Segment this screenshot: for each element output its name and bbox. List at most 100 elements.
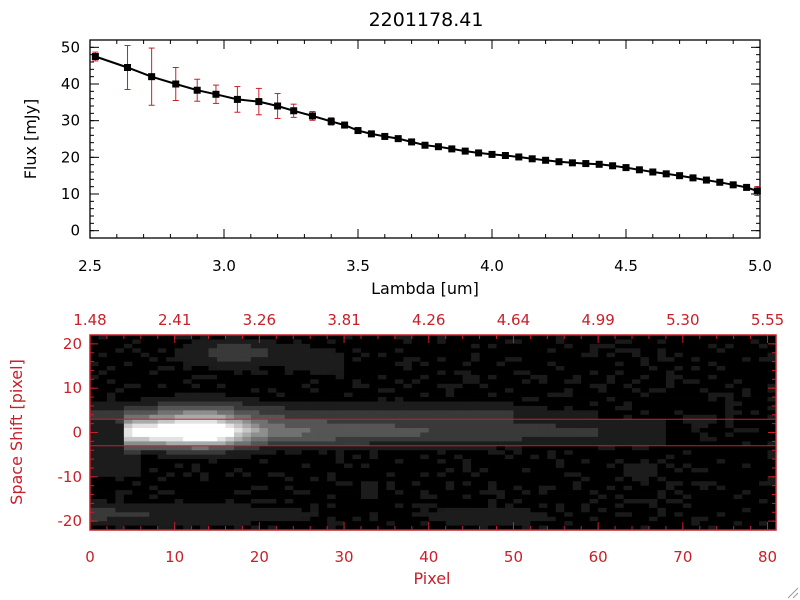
image-cell bbox=[394, 441, 404, 447]
image-cell bbox=[267, 339, 277, 345]
image-cell bbox=[411, 428, 421, 433]
image-cell bbox=[623, 388, 633, 394]
image-cell bbox=[327, 459, 337, 464]
image-cell bbox=[547, 410, 557, 416]
image-cell bbox=[699, 361, 709, 367]
image-cell bbox=[471, 490, 480, 495]
image-cell bbox=[310, 352, 320, 358]
image-cell bbox=[521, 525, 531, 531]
image-cell bbox=[369, 481, 379, 487]
image-cell bbox=[640, 357, 650, 362]
image-cell bbox=[640, 343, 650, 349]
resize-grip-icon[interactable] bbox=[787, 587, 799, 599]
image-cell bbox=[242, 516, 252, 522]
image-cell bbox=[420, 454, 430, 460]
image-cell bbox=[217, 472, 226, 478]
image-cell bbox=[166, 490, 176, 495]
image-cell bbox=[479, 494, 489, 500]
image-cell bbox=[437, 498, 447, 504]
image-cell bbox=[750, 525, 760, 531]
image-cell bbox=[200, 401, 209, 407]
image-cell bbox=[284, 467, 294, 473]
image-cell bbox=[200, 388, 209, 394]
image-cell bbox=[335, 454, 345, 460]
image-cell bbox=[200, 397, 209, 402]
image-cell bbox=[259, 405, 269, 411]
image-cell bbox=[411, 388, 421, 394]
image-cell bbox=[564, 476, 574, 482]
image-cell bbox=[767, 445, 777, 451]
image-cell bbox=[293, 379, 303, 385]
image-cell bbox=[632, 481, 641, 487]
image-cell bbox=[589, 454, 599, 460]
image-cell bbox=[428, 352, 438, 358]
image-cell bbox=[665, 383, 675, 389]
image-cell bbox=[716, 414, 726, 420]
image-cell bbox=[411, 414, 421, 420]
image-cell bbox=[496, 405, 506, 411]
image-cell bbox=[564, 339, 574, 345]
image-cell bbox=[242, 379, 252, 385]
image-y-axis-label: Space Shift [pixel] bbox=[7, 359, 26, 505]
image-cell bbox=[183, 397, 193, 402]
image-cell bbox=[648, 441, 658, 447]
image-cell bbox=[471, 512, 480, 518]
image-cell bbox=[555, 379, 565, 385]
image-cell bbox=[682, 428, 692, 433]
image-cell bbox=[140, 335, 150, 340]
image-cell bbox=[538, 454, 548, 460]
image-cell bbox=[632, 361, 641, 367]
image-cell bbox=[759, 476, 768, 482]
image-cell bbox=[233, 366, 243, 371]
image-cell bbox=[361, 503, 370, 509]
data-point bbox=[729, 181, 737, 189]
image-cell bbox=[183, 401, 193, 407]
image-cell bbox=[327, 366, 337, 371]
spectrum-x-axis-label: Lambda [um] bbox=[371, 279, 479, 298]
image-cell bbox=[632, 366, 641, 371]
image-cell bbox=[767, 352, 777, 358]
image-cell bbox=[759, 348, 768, 354]
image-cell bbox=[327, 388, 337, 394]
image-cell bbox=[276, 370, 286, 376]
image-cell bbox=[293, 419, 303, 425]
image-cell bbox=[140, 397, 150, 402]
image-cell bbox=[335, 423, 345, 429]
image-cell bbox=[284, 374, 294, 380]
image-cell bbox=[665, 507, 675, 513]
image-cell bbox=[471, 379, 480, 385]
image-cell bbox=[267, 454, 277, 460]
image-cell bbox=[301, 459, 311, 464]
image-cell bbox=[301, 379, 311, 385]
image-x-tick-label: 60 bbox=[589, 548, 608, 566]
image-cell bbox=[98, 414, 108, 420]
image-cell bbox=[589, 423, 599, 429]
image-cell bbox=[564, 516, 574, 522]
image-cell bbox=[606, 454, 616, 460]
image-cell bbox=[564, 348, 574, 354]
image-cell bbox=[521, 463, 531, 469]
image-cell bbox=[454, 348, 464, 354]
image-cell bbox=[394, 454, 404, 460]
image-cell bbox=[547, 348, 557, 354]
image-cell bbox=[191, 459, 201, 464]
image-cell bbox=[259, 436, 269, 442]
image-cell bbox=[615, 498, 624, 504]
image-cell bbox=[259, 397, 269, 402]
image-cell bbox=[344, 361, 353, 367]
image-cell bbox=[361, 397, 370, 402]
image-cell bbox=[759, 383, 768, 389]
image-cell bbox=[699, 476, 709, 482]
image-cell bbox=[733, 467, 743, 473]
image-cell bbox=[750, 459, 760, 464]
image-cell bbox=[267, 436, 277, 442]
image-cell bbox=[123, 476, 133, 482]
image-cell bbox=[564, 490, 574, 495]
image-cell bbox=[344, 436, 353, 442]
image-cell bbox=[589, 401, 599, 407]
image-cell bbox=[191, 498, 201, 504]
image-cell bbox=[674, 374, 684, 380]
image-cell bbox=[521, 392, 531, 398]
image-cell bbox=[301, 374, 311, 380]
image-cell bbox=[606, 494, 616, 500]
